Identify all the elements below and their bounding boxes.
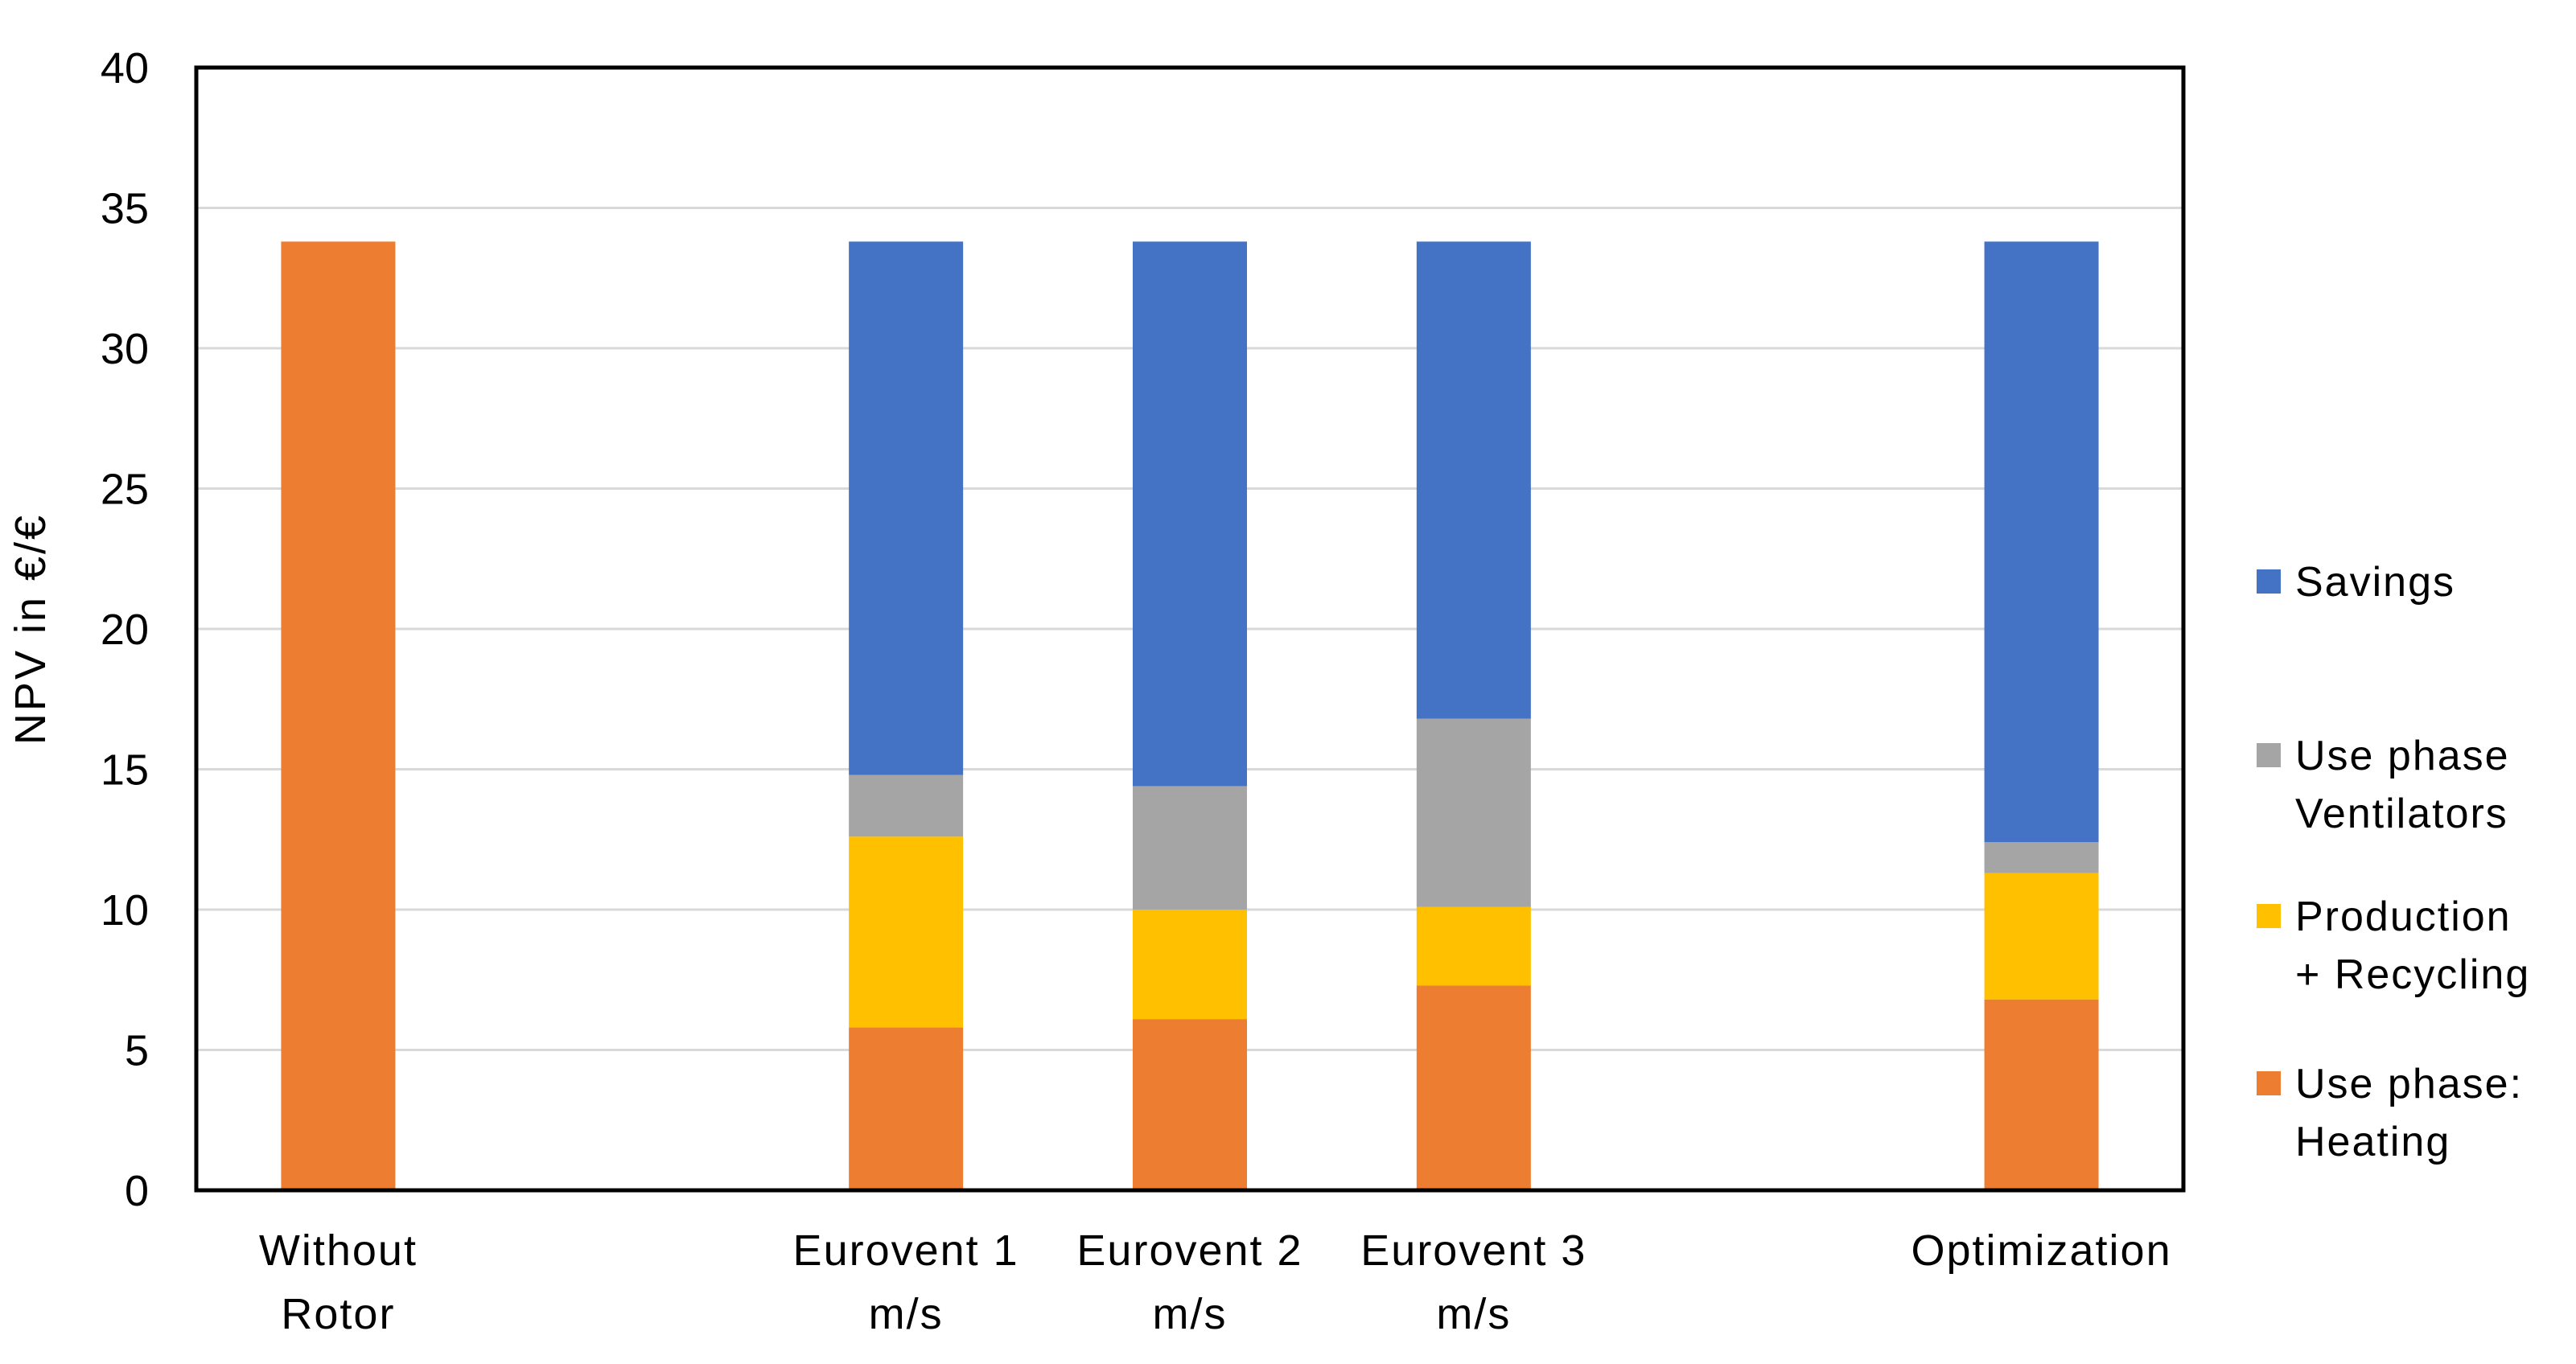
y-tick-label-40: 40 bbox=[101, 44, 149, 92]
y-tick-label-10: 10 bbox=[101, 886, 149, 935]
bar-segment-eurovent-2-series-1 bbox=[1133, 910, 1247, 1020]
legend-label-3: Production bbox=[2295, 894, 2512, 940]
legend-label-3-line2: + Recycling bbox=[2295, 951, 2530, 998]
x-axis-label-eurovent-1: Eurovent 1 bbox=[793, 1226, 1019, 1275]
bar-segment-optimization-series-0 bbox=[1984, 999, 2099, 1190]
plot-frame bbox=[194, 65, 2186, 1193]
legend-swatch-2 bbox=[2257, 743, 2281, 767]
x-axis-label-eurovent-2-line2: m/s bbox=[1153, 1290, 1228, 1338]
x-axis-label-eurovent-2: Eurovent 2 bbox=[1076, 1226, 1302, 1275]
x-axis-label-without-rotor: Without bbox=[259, 1226, 418, 1275]
legend-label-4-line2: Heating bbox=[2295, 1119, 2450, 1165]
bar-segment-eurovent-1-series-0 bbox=[849, 1027, 964, 1190]
legend-label-4: Use phase: bbox=[2295, 1061, 2523, 1107]
bar-segment-eurovent-2-series-2 bbox=[1133, 786, 1247, 910]
legend-label-1: Savings bbox=[2295, 559, 2455, 606]
y-tick-label-20: 20 bbox=[101, 606, 149, 654]
y-tick-label-0: 0 bbox=[125, 1167, 149, 1215]
legend-swatch-4 bbox=[2257, 1071, 2281, 1095]
bar-segment-eurovent-3-series-1 bbox=[1416, 906, 1531, 986]
x-axis-label-without-rotor-line2: Rotor bbox=[281, 1290, 395, 1338]
x-axis-label-eurovent-1-line2: m/s bbox=[869, 1290, 944, 1338]
y-tick-label-5: 5 bbox=[125, 1026, 149, 1074]
bar-segment-optimization-series-1 bbox=[1984, 873, 2099, 1000]
bar-segment-eurovent-3-series-0 bbox=[1416, 985, 1531, 1190]
bar-segment-eurovent-2-series-0 bbox=[1133, 1019, 1247, 1190]
bar-segment-eurovent-1-series-3 bbox=[849, 241, 964, 775]
bar-segment-eurovent-1-series-2 bbox=[849, 774, 964, 837]
bar-segment-without-rotor-series-0 bbox=[281, 241, 396, 1190]
bar-segment-eurovent-1-series-1 bbox=[849, 836, 964, 1028]
x-axis-label-optimization: Optimization bbox=[1911, 1226, 2172, 1275]
bar-segment-eurovent-3-series-2 bbox=[1416, 718, 1531, 907]
legend-swatch-3 bbox=[2257, 904, 2281, 928]
legend-label-2-line2: Ventilators bbox=[2295, 791, 2508, 837]
bar-segment-optimization-series-2 bbox=[1984, 842, 2099, 873]
legend-label-2: Use phase bbox=[2295, 733, 2510, 779]
bar-segment-eurovent-2-series-3 bbox=[1133, 241, 1247, 787]
y-tick-label-35: 35 bbox=[101, 184, 149, 232]
y-tick-label-30: 30 bbox=[101, 325, 149, 373]
y-tick-label-15: 15 bbox=[101, 746, 149, 794]
y-tick-label-25: 25 bbox=[101, 465, 149, 513]
y-axis-title: NPV in €/€ bbox=[6, 513, 55, 745]
bar-segment-optimization-series-3 bbox=[1984, 241, 2099, 843]
legend-swatch-1 bbox=[2257, 569, 2281, 594]
x-axis-label-eurovent-3: Eurovent 3 bbox=[1360, 1226, 1586, 1275]
bar-segment-eurovent-3-series-3 bbox=[1416, 241, 1531, 719]
x-axis-label-eurovent-3-line2: m/s bbox=[1436, 1290, 1511, 1338]
